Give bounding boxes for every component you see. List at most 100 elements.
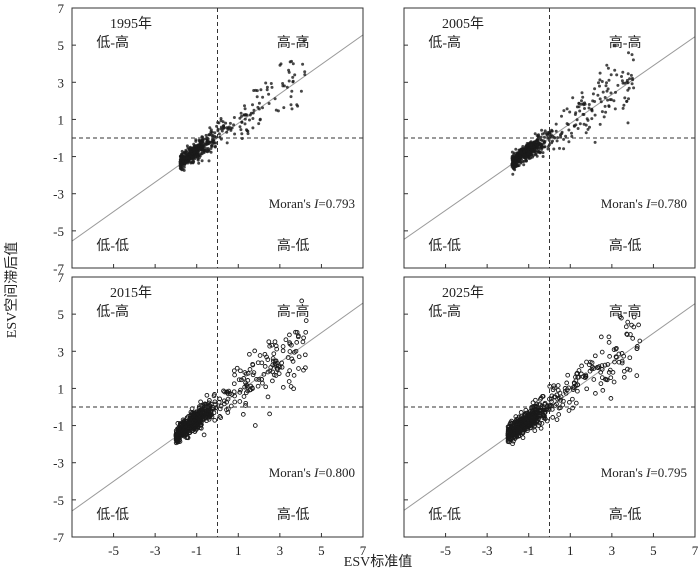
data-point [267, 411, 272, 417]
data-point [203, 148, 207, 152]
data-point [219, 117, 223, 120]
data-point [599, 375, 605, 380]
data-point [290, 89, 294, 93]
data-point [527, 425, 533, 431]
data-point [608, 98, 612, 102]
data-point [619, 358, 625, 364]
data-point [510, 150, 514, 154]
y-tick-label: 1 [58, 112, 65, 127]
panel-title: 2025年 [442, 285, 484, 301]
panel-title: 2015年 [110, 285, 152, 301]
data-point [532, 141, 536, 145]
x-tick-label: -5 [108, 543, 119, 558]
data-point [197, 161, 201, 165]
x-tick-label: 7 [360, 543, 367, 558]
panel-title: 1995年 [110, 16, 152, 32]
data-point [174, 436, 179, 441]
data-point [611, 347, 617, 352]
data-point [222, 125, 226, 129]
data-point [288, 60, 292, 64]
data-point [516, 433, 522, 439]
data-point [186, 426, 192, 431]
data-point [209, 128, 213, 132]
point-cloud [173, 298, 309, 446]
data-point [514, 154, 518, 158]
data-point [234, 365, 240, 371]
data-point [181, 159, 185, 163]
data-point [564, 380, 570, 386]
data-point [621, 81, 625, 85]
data-point [549, 133, 553, 137]
quadrant-label-low-low: 低-低 [428, 507, 461, 523]
data-point [606, 340, 612, 345]
data-point [579, 363, 584, 369]
data-point [608, 375, 614, 381]
data-point [296, 354, 302, 360]
data-point [599, 363, 605, 368]
data-point [600, 388, 606, 393]
morans-i-prefix: Moran's [601, 465, 646, 480]
data-point [558, 146, 561, 150]
data-point [243, 403, 248, 408]
data-point [554, 401, 559, 407]
data-point [626, 121, 630, 125]
data-point [185, 144, 189, 148]
data-point [291, 79, 295, 83]
morans-i-value: =0.793 [318, 196, 355, 211]
data-point [616, 83, 620, 87]
data-point [287, 79, 291, 83]
data-point [221, 398, 227, 404]
morans-i-annotation: Moran's I=0.800 [269, 465, 355, 480]
data-point [536, 150, 540, 154]
data-point [295, 334, 301, 340]
data-point [251, 103, 254, 107]
data-point [551, 383, 557, 389]
data-point [607, 105, 611, 108]
quadrant-label-high-high: 高-高 [609, 303, 642, 320]
morans-i-prefix: Moran's [269, 196, 314, 211]
data-point [595, 365, 601, 371]
data-point [222, 389, 227, 395]
data-point [562, 109, 566, 113]
y-tick-label: 3 [58, 344, 65, 359]
panel-title: 2005年 [442, 16, 484, 32]
data-point [555, 396, 560, 402]
data-point [530, 149, 534, 152]
data-point [272, 339, 278, 345]
morans-i-symbol: I [645, 196, 651, 211]
data-point [181, 420, 187, 426]
y-tick-label: -1 [53, 419, 64, 434]
data-point [287, 341, 293, 347]
x-tick-label: -5 [440, 543, 451, 558]
data-point [219, 125, 223, 129]
data-point [232, 399, 238, 405]
data-point [226, 388, 232, 394]
data-point [565, 107, 569, 111]
data-point [209, 147, 213, 150]
data-point [593, 113, 597, 117]
data-point [205, 140, 209, 144]
data-point [540, 128, 544, 132]
data-point [567, 140, 571, 144]
data-point [213, 405, 218, 411]
data-point [525, 144, 529, 148]
data-point [614, 90, 617, 94]
data-point [602, 115, 606, 119]
data-point [541, 155, 545, 158]
data-point [232, 372, 237, 378]
data-point [629, 73, 633, 77]
data-point [263, 384, 269, 390]
data-point [194, 138, 198, 142]
data-point [621, 375, 627, 380]
data-point [591, 377, 597, 382]
data-point [287, 368, 292, 373]
data-point [554, 129, 558, 133]
data-point [289, 95, 293, 99]
data-point [175, 430, 181, 436]
data-point [239, 111, 243, 115]
data-point [606, 87, 610, 91]
data-point [255, 383, 261, 389]
quadrant-label-low-high: 低-高 [428, 303, 461, 320]
data-point [293, 329, 298, 335]
data-point [281, 82, 285, 85]
